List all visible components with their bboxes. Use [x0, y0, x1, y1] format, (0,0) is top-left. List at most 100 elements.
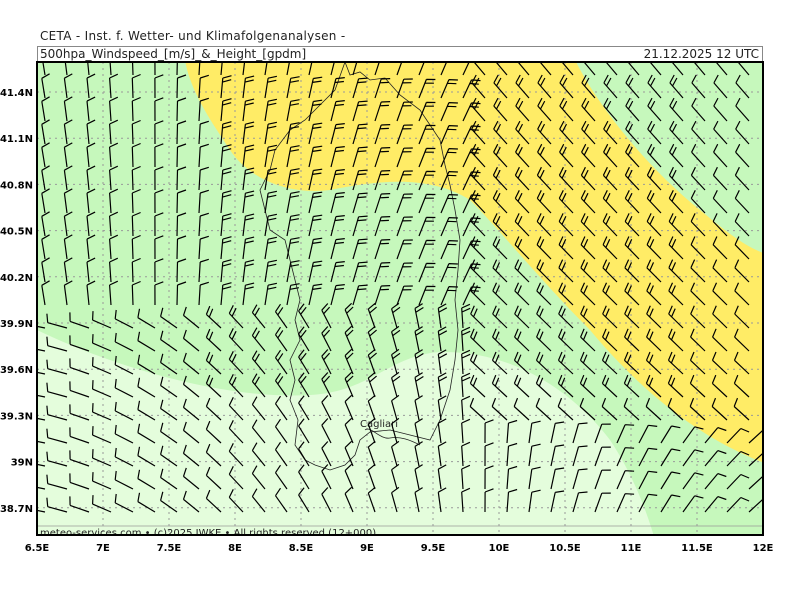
wind-barb	[131, 73, 141, 99]
wind-barb	[559, 143, 574, 168]
wind-barb	[572, 445, 588, 467]
wind-barb	[160, 307, 178, 329]
wind-barb	[669, 97, 684, 122]
wind-barb	[748, 475, 763, 490]
wind-barb	[160, 422, 178, 444]
wind-barb	[176, 258, 187, 283]
wind-barb	[733, 397, 750, 421]
wind-barb	[344, 302, 354, 329]
wind-barb	[321, 418, 332, 444]
wind-barb	[437, 326, 448, 352]
wind-barb	[602, 259, 618, 283]
wind-barb	[536, 305, 552, 329]
wind-barb	[367, 302, 377, 329]
wind-barb	[198, 143, 209, 168]
wind-barb	[506, 419, 518, 444]
wind-barb	[228, 397, 244, 421]
wind-barb	[344, 486, 354, 513]
wind-barb	[367, 417, 376, 444]
wind-barb	[109, 142, 119, 168]
wind-barb	[352, 123, 368, 145]
wind-barb	[308, 62, 313, 76]
wind-barb	[182, 352, 200, 375]
wind-barb	[602, 213, 618, 237]
wind-barb	[414, 372, 424, 398]
wind-barb	[437, 418, 447, 444]
wind-barb	[623, 397, 640, 421]
wind-barb	[493, 120, 508, 145]
wind-barb	[176, 143, 187, 168]
wind-barb	[367, 348, 377, 375]
wind-barb	[330, 77, 345, 99]
wind-barb	[391, 463, 400, 490]
wind-barb	[514, 236, 530, 260]
wind-barb	[374, 78, 391, 99]
city-label-cagliari: Cagliari	[360, 419, 398, 430]
wind-barb	[46, 336, 68, 352]
wind-barb	[734, 259, 750, 283]
wind-barb	[461, 395, 471, 421]
wind-barb	[264, 213, 278, 237]
wind-barb	[137, 469, 156, 490]
wind-barb	[712, 259, 728, 283]
wind-barb	[154, 143, 164, 168]
wind-barb	[712, 236, 728, 260]
wind-barb	[321, 372, 332, 398]
wind-barb	[711, 397, 728, 421]
wind-barb	[37, 440, 46, 444]
wind-barb	[537, 120, 552, 145]
lon-tick-label: 6.5E	[25, 543, 50, 554]
wind-barb	[418, 216, 436, 237]
wind-barb	[86, 73, 96, 99]
lat-tick-label: 41.1N	[0, 134, 33, 145]
wind-barb	[114, 470, 134, 490]
wind-barb	[114, 355, 134, 375]
wind-barb	[391, 371, 401, 398]
wind-barb	[437, 441, 447, 467]
wind-barb	[470, 236, 486, 260]
wind-barb	[461, 303, 471, 329]
wind-barb	[558, 305, 574, 329]
wind-barb	[344, 325, 354, 352]
wind-barb	[735, 120, 750, 145]
wind-barb	[42, 62, 46, 76]
wind-barb	[198, 212, 209, 237]
wind-barb	[367, 394, 376, 421]
wind-barb	[713, 120, 728, 145]
wind-barb	[198, 281, 209, 306]
wind-barb	[603, 74, 618, 99]
wind-barb	[275, 441, 288, 467]
wind-barb	[131, 211, 141, 237]
wind-barb	[205, 351, 222, 375]
wind-barb	[669, 143, 684, 168]
wind-barb	[251, 373, 266, 398]
wind-barb	[484, 419, 494, 444]
wind-barb	[298, 464, 310, 490]
wind-barb	[275, 418, 288, 444]
wind-barb	[712, 305, 728, 329]
wind-barb	[572, 468, 588, 490]
wind-barb	[92, 495, 112, 513]
wind-barb	[506, 488, 518, 513]
wind-barb	[160, 445, 178, 467]
wind-barb	[69, 335, 90, 352]
wind-barb	[264, 190, 278, 214]
wind-barb	[154, 166, 164, 191]
wind-barb	[535, 351, 552, 375]
wind-barb	[41, 188, 50, 214]
wind-barb	[131, 62, 134, 76]
wind-barb	[321, 441, 332, 467]
wind-barb	[228, 466, 244, 490]
wind-barb	[137, 423, 156, 444]
wind-barb	[137, 308, 156, 329]
wind-barb	[601, 351, 618, 375]
wind-barb	[367, 371, 377, 398]
wind-barb	[63, 188, 73, 214]
wind-barb	[624, 213, 640, 237]
wind-barb	[205, 466, 222, 490]
wind-barb	[712, 166, 728, 191]
wind-barb	[352, 77, 368, 99]
wind-barb	[275, 464, 288, 490]
wind-barb	[114, 309, 134, 329]
